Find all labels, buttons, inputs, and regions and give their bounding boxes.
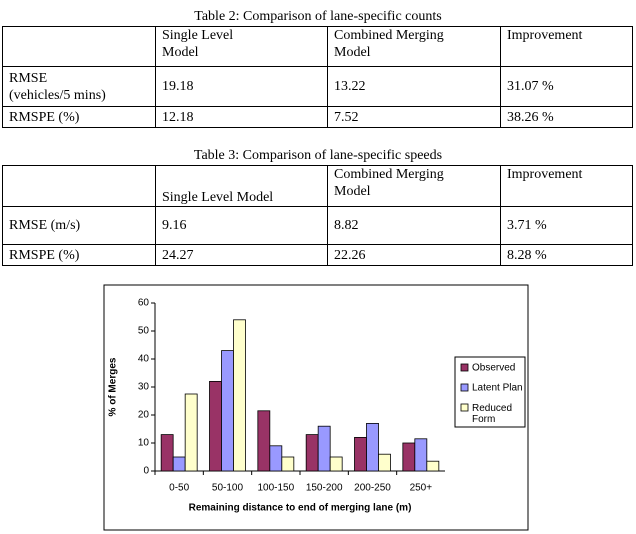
- row: RMSPE (%) 24.27 22.26 8.28 %: [2, 244, 633, 266]
- y-tick-label: 10: [138, 438, 150, 449]
- bar: [426, 460, 440, 472]
- legend-label: Observed: [472, 363, 515, 374]
- table: Single Level Model Combined Merging Model…: [2, 26, 633, 128]
- header-cell: Single Level Model: [155, 26, 328, 67]
- cell: RMSE (m/s): [2, 206, 156, 245]
- bar: [233, 319, 246, 472]
- x-tick-label: 200-250: [354, 483, 391, 494]
- bar: [402, 442, 416, 472]
- cell: 12.18: [155, 106, 328, 128]
- cell: RMSPE (%): [2, 244, 156, 266]
- bar: [209, 380, 222, 472]
- table: Single Level Model Combined Merging Model…: [2, 165, 633, 266]
- y-axis-label: % of Merges: [108, 357, 119, 416]
- cell: 3.71 %: [500, 206, 633, 245]
- cell: 8.28 %: [500, 244, 633, 266]
- cell: 9.16: [155, 206, 328, 245]
- legend-swatch: [460, 363, 469, 372]
- legend-frame: [454, 356, 526, 428]
- header-row: Single Level Model Combined Merging Model…: [2, 26, 633, 67]
- x-tick-label: 50-100: [212, 483, 244, 494]
- bar: [281, 456, 295, 472]
- bar: [305, 434, 319, 472]
- legend-swatch: [460, 403, 469, 412]
- y-tick-label: 50: [138, 326, 150, 337]
- header-cell: Single Level Model: [155, 165, 328, 207]
- cell: 38.26 %: [500, 106, 633, 128]
- row: RMSE (m/s) 9.16 8.82 3.71 %: [2, 206, 633, 245]
- x-tick-label: 100-150: [257, 483, 294, 494]
- chart-frame: [103, 284, 529, 531]
- bar: [269, 445, 283, 472]
- cell: 24.27: [155, 244, 328, 266]
- cell: 31.07 %: [500, 66, 633, 107]
- bar: [317, 425, 331, 472]
- bar: [257, 410, 271, 472]
- header-cell: Combined Merging Model: [327, 26, 501, 67]
- cell: RMSE (vehicles/5 mins): [2, 66, 156, 107]
- legend-swatch: [460, 383, 469, 392]
- bar: [329, 456, 343, 472]
- y-tick-label: 40: [138, 354, 150, 365]
- cell: RMSPE (%): [2, 106, 156, 128]
- x-tick-label: 150-200: [306, 483, 343, 494]
- bar: [414, 438, 428, 472]
- header-cell: [2, 26, 156, 67]
- bar: [172, 456, 186, 472]
- header-cell: [2, 165, 156, 207]
- header-cell: Improvement: [500, 26, 633, 67]
- x-tick-label: 0-50: [169, 483, 189, 494]
- table-caption: Table 3: Comparison of lane-specific spe…: [193, 148, 443, 163]
- header-row: Single Level Model Combined Merging Model…: [2, 165, 633, 207]
- bar: [221, 350, 234, 472]
- legend-label: Latent Plan: [472, 383, 523, 394]
- y-tick-label: 60: [138, 298, 150, 309]
- cell: 7.52: [327, 106, 501, 128]
- row: RMSPE (%) 12.18 7.52 38.26 %: [2, 106, 633, 128]
- bar: [366, 422, 379, 472]
- legend-label: Reduced Form: [472, 403, 512, 425]
- bar: [184, 393, 198, 472]
- y-tick-label: 0: [143, 466, 149, 477]
- bar: [160, 434, 174, 472]
- y-tick-label: 20: [138, 410, 150, 421]
- x-axis-label: Remaining distance to end of merging lan…: [189, 503, 412, 514]
- bar: [354, 436, 367, 472]
- cell: 8.82: [327, 206, 501, 245]
- bar: [378, 453, 391, 472]
- table-caption: Table 2: Comparison of lane-specific cou…: [194, 9, 442, 24]
- x-tick-label: 250+: [410, 483, 433, 494]
- y-tick-label: 30: [138, 382, 150, 393]
